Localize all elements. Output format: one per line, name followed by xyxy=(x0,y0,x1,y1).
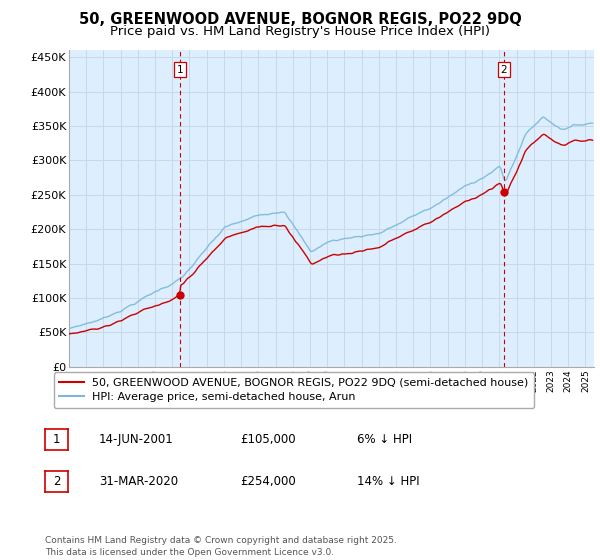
Text: 1: 1 xyxy=(53,433,60,446)
Text: 2: 2 xyxy=(500,64,507,74)
Text: Price paid vs. HM Land Registry's House Price Index (HPI): Price paid vs. HM Land Registry's House … xyxy=(110,25,490,38)
Text: 1: 1 xyxy=(177,64,184,74)
Text: 14-JUN-2001: 14-JUN-2001 xyxy=(99,433,174,446)
Text: 2: 2 xyxy=(53,475,60,488)
Text: 14% ↓ HPI: 14% ↓ HPI xyxy=(357,475,419,488)
Legend: 50, GREENWOOD AVENUE, BOGNOR REGIS, PO22 9DQ (semi-detached house), HPI: Average: 50, GREENWOOD AVENUE, BOGNOR REGIS, PO22… xyxy=(53,372,534,408)
Text: £105,000: £105,000 xyxy=(240,433,296,446)
Text: Contains HM Land Registry data © Crown copyright and database right 2025.
This d: Contains HM Land Registry data © Crown c… xyxy=(45,536,397,557)
Text: £254,000: £254,000 xyxy=(240,475,296,488)
Text: 50, GREENWOOD AVENUE, BOGNOR REGIS, PO22 9DQ: 50, GREENWOOD AVENUE, BOGNOR REGIS, PO22… xyxy=(79,12,521,27)
Text: 31-MAR-2020: 31-MAR-2020 xyxy=(99,475,178,488)
Text: 6% ↓ HPI: 6% ↓ HPI xyxy=(357,433,412,446)
